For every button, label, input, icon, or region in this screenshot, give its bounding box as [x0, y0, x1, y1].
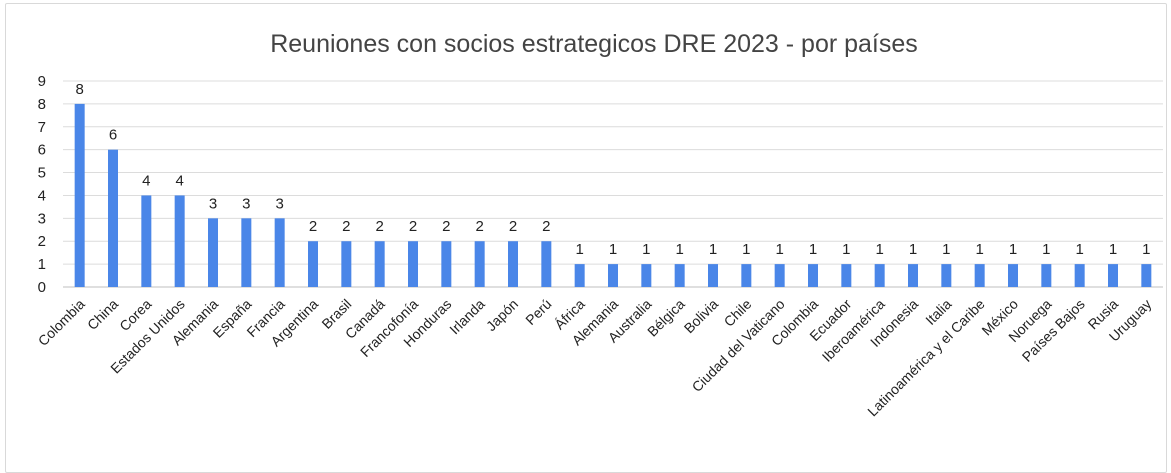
data-label: 2 — [509, 218, 517, 235]
data-label: 2 — [375, 218, 383, 235]
data-label: 1 — [909, 241, 917, 258]
y-tick-label: 1 — [38, 256, 46, 273]
bar — [874, 264, 885, 287]
bar — [974, 264, 985, 287]
bar — [474, 241, 485, 287]
x-tick-label: Irlanda — [446, 296, 488, 338]
y-tick-label: 9 — [38, 73, 46, 90]
chart-title: Reuniones con socios estrategicos DRE 20… — [270, 30, 918, 58]
bar — [1108, 264, 1118, 287]
data-label: 3 — [275, 195, 283, 212]
x-tick-label: China — [84, 296, 121, 333]
bar — [408, 241, 418, 287]
bar — [908, 264, 918, 287]
bar — [841, 264, 852, 287]
data-label: 4 — [142, 172, 150, 189]
data-label: 1 — [975, 241, 983, 258]
bar — [1041, 264, 1052, 287]
data-label: 1 — [1042, 241, 1050, 258]
bar — [941, 264, 952, 287]
bar — [674, 264, 685, 287]
data-label: 3 — [209, 195, 217, 212]
bar — [208, 218, 218, 287]
bars — [74, 103, 1152, 287]
y-tick-label: 5 — [38, 165, 46, 182]
bar — [508, 241, 518, 287]
y-tick-label: 7 — [38, 119, 46, 136]
data-label: 1 — [1109, 241, 1117, 258]
data-label: 1 — [675, 241, 683, 258]
y-tick-label: 0 — [38, 279, 46, 296]
y-tick-label: 3 — [38, 210, 46, 227]
data-label: 1 — [609, 241, 617, 258]
x-tick-label: Bolivia — [681, 296, 722, 337]
y-tick-label: 8 — [38, 96, 46, 113]
y-tick-label: 2 — [38, 233, 46, 250]
data-label: 1 — [575, 241, 583, 258]
data-label: 1 — [1142, 241, 1150, 258]
bar — [741, 264, 752, 287]
bar — [641, 264, 652, 287]
bar — [441, 241, 452, 287]
data-label: 1 — [842, 241, 850, 258]
bar — [774, 264, 785, 287]
x-tick-label: Colombia — [35, 296, 88, 349]
y-axis-ticks: 0 1 2 3 4 5 6 7 8 9 — [38, 73, 46, 296]
bar — [574, 264, 585, 287]
data-label: 2 — [542, 218, 550, 235]
bar — [1074, 264, 1085, 287]
bar — [308, 241, 318, 287]
y-tick-label: 4 — [38, 187, 46, 204]
y-tick-label: 6 — [38, 142, 46, 159]
data-label: 1 — [642, 241, 650, 258]
data-label: 1 — [875, 241, 883, 258]
x-tick-label: Japón — [483, 296, 521, 334]
bar — [241, 218, 252, 287]
data-label: 4 — [175, 172, 183, 189]
data-label: 1 — [775, 241, 783, 258]
data-label: 1 — [742, 241, 750, 258]
bar — [374, 241, 385, 287]
bar-chart: Reuniones con socios estrategicos DRE 20… — [35, 30, 1163, 420]
bar — [74, 103, 85, 287]
data-label: 2 — [409, 218, 417, 235]
bar — [808, 264, 818, 287]
data-label: 1 — [1009, 241, 1017, 258]
data-label: 2 — [442, 218, 450, 235]
data-label: 1 — [942, 241, 950, 258]
bar — [708, 264, 718, 287]
data-labels: 8 6 4 4 3 3 3 2 2 2 2 2 2 2 2 1 1 1 1 1 1 1 1 1 1 1 1 1 1 1 1 1 1 — [75, 81, 1150, 258]
bar — [1141, 264, 1152, 287]
bar — [141, 195, 152, 287]
data-label: 2 — [342, 218, 350, 235]
bar — [1008, 264, 1018, 287]
data-label: 3 — [242, 195, 250, 212]
data-label: 1 — [809, 241, 817, 258]
data-label: 6 — [109, 127, 117, 144]
x-tick-label: Perú — [522, 296, 554, 328]
bar — [608, 264, 618, 287]
data-label: 2 — [309, 218, 317, 235]
data-label: 1 — [709, 241, 717, 258]
bar — [541, 241, 552, 287]
bar — [274, 218, 285, 287]
x-tick-label: Bélgica — [644, 296, 688, 340]
bar — [341, 241, 352, 287]
bar — [174, 195, 185, 287]
bar — [108, 149, 118, 287]
data-label: 2 — [475, 218, 483, 235]
data-label: 1 — [1075, 241, 1083, 258]
data-label: 8 — [75, 81, 83, 98]
